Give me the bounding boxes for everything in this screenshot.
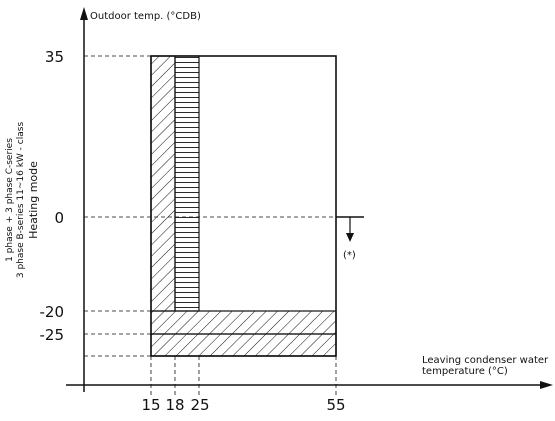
side-label-line3: Heating mode	[27, 161, 40, 239]
x-axis-label-line1: Leaving condenser water	[422, 355, 549, 366]
y-tick-minus20: -20	[40, 303, 65, 321]
striped-zone-18-25	[174, 55, 200, 312]
y-tick-minus25: -25	[40, 326, 65, 344]
x-tick-55: 55	[326, 396, 345, 414]
y-axis-label: Outdoor temp. (°CDB)	[90, 11, 201, 22]
x-tick-18: 18	[165, 396, 184, 414]
hatched-band-minus20-minus25	[150, 310, 337, 335]
x-axis-label-line2: temperature (°C)	[422, 366, 508, 377]
vertical-guides	[150, 356, 337, 395]
zero-marker-arrowhead	[346, 233, 354, 242]
x-tick-25: 25	[190, 396, 209, 414]
x-tick-15: 15	[141, 396, 160, 414]
y-tick-0: 0	[54, 209, 64, 227]
y-axis-arrow	[80, 7, 88, 20]
y-tick-35: 35	[45, 48, 64, 66]
hatched-zone-15-18	[150, 55, 176, 312]
x-axis-arrow	[540, 381, 553, 389]
side-label-line2: 3 phase B-series 11~16 kW - class	[16, 122, 26, 279]
side-label-line1: 1 phase + 3 phase C-series	[5, 138, 15, 262]
marker-label: (*)	[343, 250, 356, 261]
horizontal-guides	[84, 55, 336, 357]
hatched-band-below-minus25	[150, 333, 337, 357]
